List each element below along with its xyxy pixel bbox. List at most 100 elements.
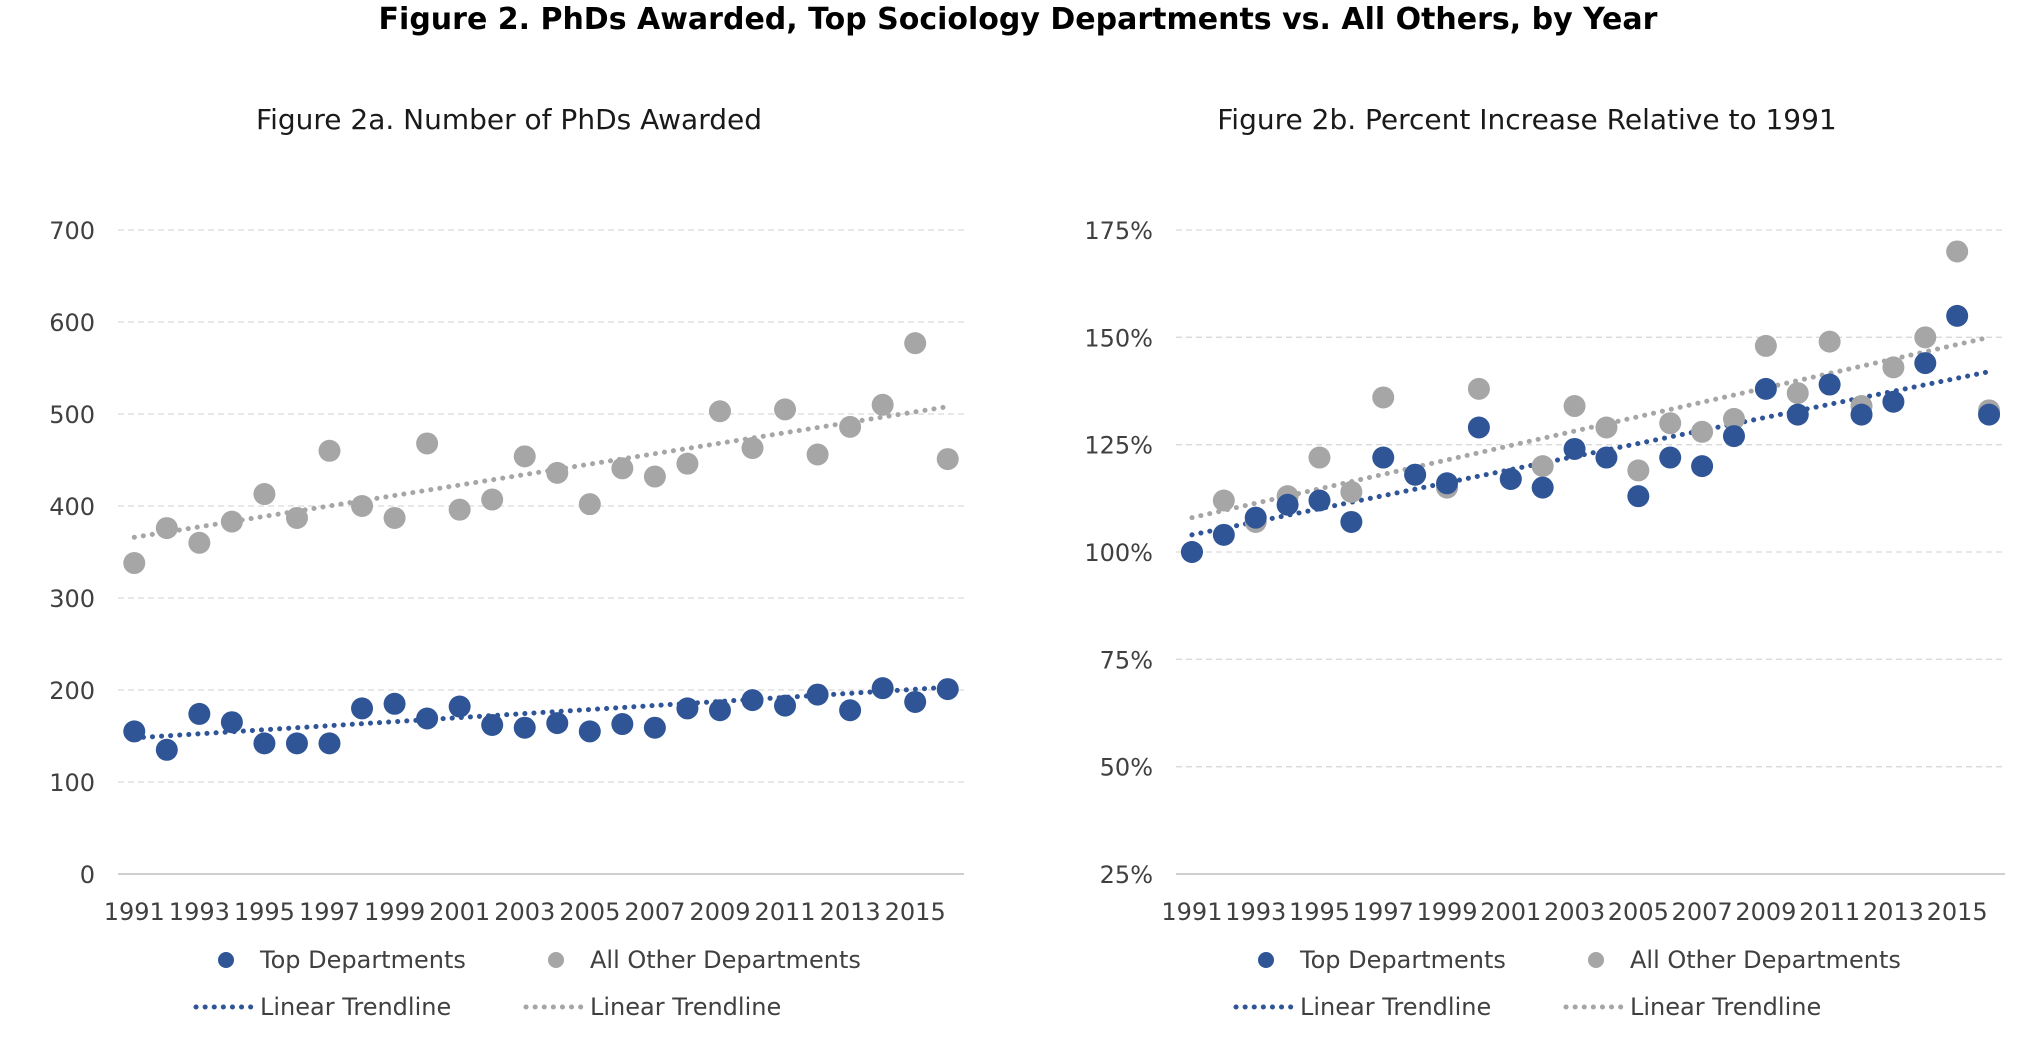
x-tick-label: 2009 — [689, 898, 750, 926]
data-point-top — [774, 694, 797, 717]
data-point-top — [1659, 446, 1682, 469]
figure-title: Figure 2. PhDs Awarded, Top Sociology De… — [378, 2, 1658, 37]
x-tick-label: 2013 — [1863, 898, 1924, 926]
data-point-other — [1563, 395, 1586, 418]
y-tick-label: 200 — [49, 677, 95, 705]
chart-title-2b: Figure 2b. Percent Increase Relative to … — [1217, 103, 1837, 136]
data-point-top — [448, 695, 471, 718]
y-tick-label: 125% — [1084, 432, 1153, 460]
data-point-top — [1436, 472, 1459, 495]
data-point-top — [936, 678, 959, 701]
data-point-top — [741, 689, 764, 712]
data-point-other — [708, 400, 731, 423]
data-point-top — [904, 690, 927, 713]
chart-2b: 25%50%75%100%125%150%175%1991 1993 1995 199… — [1084, 217, 2005, 1021]
legend-label-other: All Other Departments — [1630, 946, 1901, 974]
data-point-other — [253, 483, 276, 506]
data-point-top — [1180, 541, 1203, 563]
data-point-other — [220, 510, 243, 533]
x-tick-label: 2015 — [885, 898, 946, 926]
data-point-top — [318, 732, 341, 755]
data-point-top — [1818, 373, 1841, 396]
x-tick-label: 1993 — [1225, 898, 1286, 926]
data-point-other — [904, 332, 927, 355]
x-tick-label: 1991 — [104, 898, 165, 926]
data-point-other — [351, 495, 374, 517]
legend-marker-other — [548, 952, 564, 968]
data-point-other — [1372, 386, 1395, 409]
data-point-other — [1946, 240, 1969, 263]
data-point-top — [1882, 390, 1905, 413]
legend-label-top: Top Departments — [259, 946, 466, 974]
data-point-top — [1722, 425, 1745, 448]
data-point-top — [188, 702, 211, 725]
legend-marker-top — [218, 952, 234, 968]
legend-label-trend-other: Linear Trendline — [1630, 993, 1821, 1021]
x-tick-label: 1999 — [364, 898, 425, 926]
data-point-top — [1308, 489, 1331, 512]
data-point-other — [839, 415, 862, 438]
data-point-top — [708, 699, 731, 722]
data-point-top — [1946, 304, 1969, 327]
data-point-top — [513, 716, 536, 739]
data-point-other — [155, 517, 178, 540]
data-point-top — [416, 707, 439, 730]
x-tick-label: 1997 — [1353, 898, 1414, 926]
data-point-other — [285, 506, 308, 529]
data-point-top — [578, 720, 601, 743]
data-point-top — [1404, 463, 1427, 486]
legend-label-other: All Other Departments — [590, 946, 861, 974]
data-point-top — [1499, 468, 1522, 491]
data-point-top — [1212, 523, 1235, 546]
y-tick-label: 700 — [49, 217, 95, 245]
legend-marker-other — [1588, 952, 1604, 968]
data-point-other — [936, 448, 959, 471]
data-point-other — [774, 398, 797, 421]
y-tick-label: 175% — [1084, 217, 1153, 245]
data-point-other — [1786, 382, 1809, 405]
trendline-top — [131, 684, 951, 741]
x-tick-label: 2007 — [1672, 898, 1733, 926]
data-point-top — [1276, 493, 1299, 516]
y-tick-label: 50% — [1100, 754, 1153, 782]
data-point-other — [1754, 334, 1777, 357]
data-point-other — [188, 531, 211, 554]
chart-title-2a: Figure 2a. Number of PhDs Awarded — [256, 103, 762, 136]
data-point-top — [1244, 506, 1267, 529]
data-point-other — [1691, 420, 1714, 443]
data-point-top — [155, 738, 178, 761]
data-point-top — [1340, 510, 1363, 533]
data-point-top — [839, 699, 862, 722]
data-point-other — [123, 552, 146, 575]
legend-label-top: Top Departments — [1299, 946, 1506, 974]
data-point-top — [643, 716, 666, 739]
data-point-top — [1531, 476, 1554, 499]
data-point-top — [676, 697, 699, 720]
x-tick-label: 2011 — [754, 898, 815, 926]
data-point-other — [643, 465, 666, 488]
x-tick-label: 2003 — [1544, 898, 1605, 926]
data-point-other — [1595, 416, 1618, 439]
data-point-top — [1627, 485, 1650, 508]
data-point-other — [578, 493, 601, 516]
data-point-other — [1308, 446, 1331, 469]
chart-2a: 0 100 200 300 400 500 600 700 1991 1993 1995 1997 19… — [49, 217, 964, 1021]
data-point-other — [416, 432, 439, 455]
data-point-other — [1659, 412, 1682, 435]
y-tick-label: 600 — [49, 309, 95, 337]
data-point-other — [1340, 480, 1363, 503]
data-point-top — [871, 677, 894, 700]
y-tick-label: 100% — [1084, 539, 1153, 567]
y-tick-label: 100 — [49, 769, 95, 797]
x-tick-label: 1991 — [1161, 898, 1222, 926]
legend-label-trend-top: Linear Trendline — [1300, 993, 1491, 1021]
x-tick-label: 2015 — [1927, 898, 1988, 926]
trendline-other — [131, 404, 951, 540]
legend-label-trend-other: Linear Trendline — [590, 993, 781, 1021]
data-point-other — [513, 445, 536, 468]
data-point-other — [806, 443, 829, 466]
y-tick-label: 150% — [1084, 324, 1153, 352]
data-point-top — [1914, 352, 1937, 375]
data-point-other — [1914, 326, 1937, 349]
data-point-top — [1691, 455, 1714, 478]
